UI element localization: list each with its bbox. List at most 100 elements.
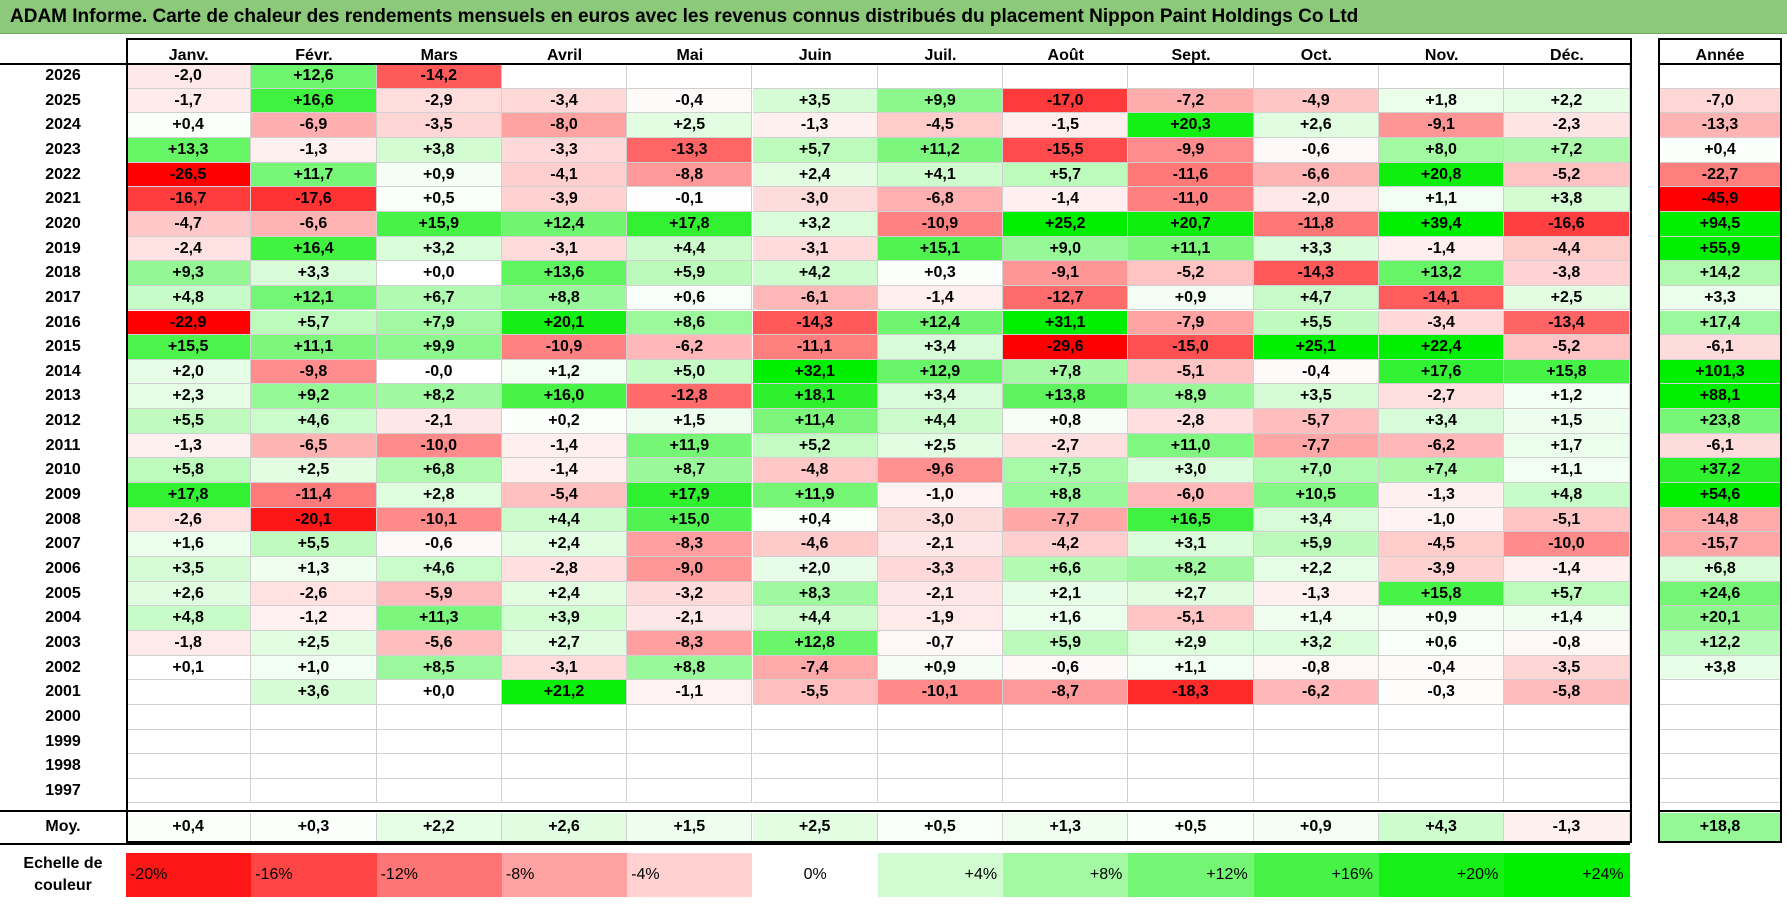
heatmap-cell: +5,9 — [627, 261, 753, 286]
scale-swatch: +20% — [1379, 853, 1505, 897]
heatmap-cell: -5,2 — [1504, 335, 1630, 360]
heatmap-cell: +2,9 — [1128, 630, 1254, 656]
heatmap-cell: -0,4 — [627, 88, 753, 114]
heatmap-cell: +0,4 — [752, 507, 878, 533]
heatmap-cell: +4,8 — [126, 285, 252, 311]
heatmap-cell: +9,0 — [1003, 236, 1129, 262]
heatmap-cell: -2,9 — [376, 88, 502, 114]
heatmap-cell: +7,8 — [1003, 359, 1129, 385]
heatmap-cell: +12,6 — [251, 64, 377, 89]
heatmap-cell: -9,6 — [877, 458, 1004, 484]
heatmap-cell: -6,2 — [627, 335, 753, 360]
year-label: 2026 — [45, 67, 81, 84]
heatmap-cell: -4,1 — [501, 162, 628, 188]
annual-cell: +12,2 — [1660, 630, 1780, 656]
heatmap-cell: -8,8 — [627, 162, 753, 188]
heatmap-cell: +2,8 — [376, 483, 502, 508]
heatmap-cell — [376, 729, 502, 755]
heatmap-cell: +4,8 — [126, 606, 252, 631]
heatmap-cell: +15,9 — [376, 211, 502, 237]
heatmap-cell: -1,2 — [251, 606, 377, 631]
month-header: Févr. — [295, 47, 333, 64]
heatmap-cell: +2,4 — [752, 162, 878, 188]
heatmap-cell: +11,3 — [376, 606, 502, 631]
heatmap-cell: +2,5 — [1504, 285, 1630, 311]
heatmap-cell: +20,1 — [501, 310, 628, 336]
year-label: 2010 — [45, 461, 81, 479]
average-cell: +1,3 — [1003, 813, 1129, 841]
heatmap-cell: -18,3 — [1128, 680, 1254, 705]
heatmap-cell — [1504, 704, 1630, 730]
heatmap-cell: +5,5 — [126, 409, 252, 434]
heatmap-cell — [251, 704, 377, 730]
heatmap-cell: +5,7 — [1003, 162, 1129, 188]
heatmap-cell: +11,9 — [627, 433, 753, 459]
heatmap-cell: +2,6 — [126, 581, 252, 607]
heatmap-cell: +0,2 — [501, 409, 628, 434]
average-cell: +0,9 — [1253, 813, 1379, 841]
heatmap-cell: +12,8 — [752, 630, 878, 656]
heatmap-cell: +5,9 — [1253, 532, 1379, 557]
year-label: 2000 — [45, 707, 81, 725]
annual-cell: +24,6 — [1660, 581, 1780, 607]
annual-cell — [1660, 680, 1780, 705]
heatmap-cell: +13,6 — [501, 261, 628, 286]
heatmap-cell: -6,1 — [752, 285, 878, 311]
heatmap-cell — [1504, 778, 1630, 804]
heatmap-cell: +2,0 — [126, 359, 252, 385]
heatmap-cell: +15,0 — [627, 507, 753, 533]
scale-swatch: -16% — [251, 853, 377, 897]
heatmap-cell: +1,5 — [627, 409, 753, 434]
heatmap-cell: +0,0 — [376, 680, 502, 705]
annual-average-divider — [1658, 810, 1782, 812]
heatmap-cell: +8,6 — [627, 310, 753, 336]
heatmap-cell: +0,9 — [1379, 606, 1505, 631]
heatmap-cell: -5,6 — [376, 630, 502, 656]
average-cell: +1,5 — [627, 813, 753, 841]
heatmap-cell: +16,5 — [1128, 507, 1254, 533]
heatmap-cell: -0,4 — [1379, 655, 1505, 681]
year-label: 2025 — [45, 91, 81, 109]
heatmap-cell: -12,7 — [1003, 285, 1129, 311]
heatmap-cell — [877, 704, 1004, 730]
heatmap-cell: +3,6 — [251, 680, 377, 705]
heatmap-cell: -5,2 — [1128, 261, 1254, 286]
heatmap-cell: -4,7 — [126, 211, 252, 237]
average-cell: +2,5 — [752, 813, 878, 841]
heatmap-cell: +12,4 — [877, 310, 1004, 336]
heatmap-cell: +4,8 — [1504, 483, 1630, 508]
heatmap-cell: +3,5 — [752, 88, 878, 114]
heatmap-cell — [251, 778, 377, 804]
heatmap-cell: -1,4 — [1504, 557, 1630, 582]
heatmap-cell: -3,3 — [877, 557, 1004, 582]
heatmap-cell: +8,0 — [1379, 137, 1505, 163]
heatmap-cell: +11,0 — [1128, 433, 1254, 459]
heatmap-cell — [1379, 64, 1505, 89]
heatmap-cell: -2,7 — [1379, 384, 1505, 410]
heatmap-cell: +6,6 — [1003, 557, 1129, 582]
annual-cell: -7,0 — [1660, 88, 1780, 114]
annual-cell: +101,3 — [1660, 359, 1780, 385]
heatmap-cell: +2,5 — [627, 113, 753, 138]
heatmap-cell: -3,4 — [1379, 310, 1505, 336]
heatmap-cell: -10,0 — [376, 433, 502, 459]
heatmap-cell: -2,7 — [1003, 433, 1129, 459]
heatmap-cell: +12,9 — [877, 359, 1004, 385]
heatmap-cell: +8,5 — [376, 655, 502, 681]
heatmap-cell: +2,0 — [752, 557, 878, 582]
heatmap-cell — [251, 729, 377, 755]
heatmap-cell — [1379, 778, 1505, 804]
heatmap-cell: +13,3 — [126, 137, 252, 163]
heatmap-cell — [1504, 64, 1630, 89]
annual-cell: +54,6 — [1660, 483, 1780, 508]
heatmap-cell — [376, 754, 502, 779]
heatmap-cell — [1003, 64, 1129, 89]
annual-cell — [1660, 754, 1780, 779]
heatmap-cell: -1,3 — [752, 113, 878, 138]
heatmap-cell: -2,6 — [126, 507, 252, 533]
heatmap-cell: -8,3 — [627, 532, 753, 557]
heatmap-cell: -3,5 — [1504, 655, 1630, 681]
heatmap-cell: -1,4 — [501, 458, 628, 484]
year-label: 2012 — [45, 412, 81, 430]
annual-cell: +0,4 — [1660, 137, 1780, 163]
